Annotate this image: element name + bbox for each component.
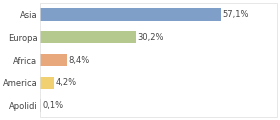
Text: 4,2%: 4,2% (55, 78, 76, 87)
Bar (40, 8, 221, 21)
Bar (40, 54, 67, 66)
Bar (40, 31, 136, 43)
Bar (40, 77, 53, 89)
Text: 8,4%: 8,4% (68, 55, 90, 65)
Text: 0,1%: 0,1% (42, 101, 63, 110)
Text: 57,1%: 57,1% (222, 10, 249, 19)
Text: 30,2%: 30,2% (137, 33, 164, 42)
Bar (40, 99, 41, 112)
